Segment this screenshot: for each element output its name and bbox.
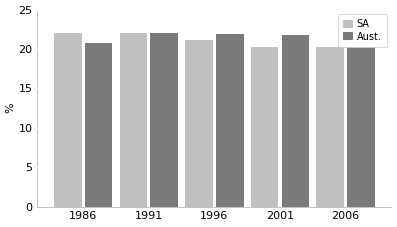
Legend: SA, Aust.: SA, Aust.	[338, 15, 387, 47]
Bar	[150, 33, 178, 207]
Bar	[316, 47, 344, 207]
Bar	[54, 33, 82, 207]
Bar	[216, 34, 244, 207]
Bar	[347, 33, 375, 207]
Bar	[281, 35, 309, 207]
Bar	[119, 33, 147, 207]
Bar	[85, 43, 112, 207]
Bar	[185, 39, 213, 207]
Bar	[251, 47, 278, 207]
Y-axis label: %: %	[6, 103, 15, 113]
